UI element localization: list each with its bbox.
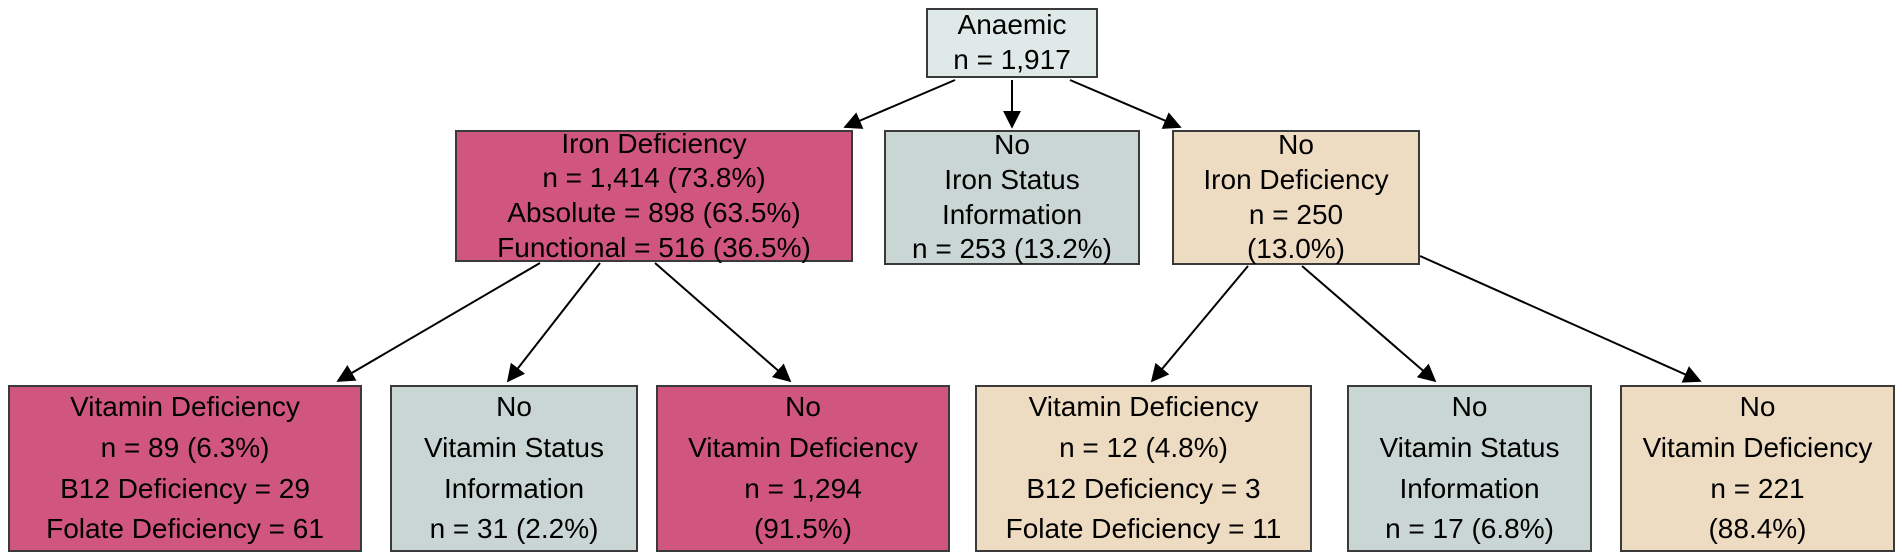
node-line: Vitamin Status [1379,431,1560,463]
arrow-noirondef-to-no-vitamin-status [1301,265,1437,383]
arrow-anaemic-to-iron-deficiency [843,79,956,129]
node-line: Vitamin Deficiency [688,431,918,463]
node-line: Vitamin Status [423,431,605,463]
node-line: Vitamin Deficiency [1642,431,1873,463]
arrow-noirondef-to-vitamin-deficiency [1150,265,1249,383]
arrow-irondef-to-no-vitamin-deficiency [654,262,792,383]
node-iron-deficiency-title: Iron Deficiency [561,127,747,159]
node-line: n = 12 (4.8%) [1059,431,1228,463]
node-anaemic: Anaemic n = 1,917 [926,8,1098,78]
node-line: Information [1399,472,1540,504]
node-line: No [1278,129,1314,161]
node-vitamin-deficiency-noirongroup: Vitamin Deficiency n = 12 (4.8%) B12 Def… [975,385,1312,552]
node-line: n = 1,294 [744,472,862,504]
node-line: n = 17 (6.8%) [1385,513,1554,545]
node-line: n = 221 [1710,472,1805,504]
node-anaemic-title: Anaemic [957,9,1067,41]
node-line: Vitamin Deficiency [1028,391,1259,423]
node-line: B12 Deficiency = 29 [60,472,310,504]
node-line: (91.5%) [753,513,853,545]
node-iron-deficiency-functional: Functional = 516 (36.5%) [497,231,811,263]
node-no-iron-status-information: No Iron Status Information n = 253 (13.2… [884,129,1140,265]
node-no-vitamin-deficiency-noirongroup: No Vitamin Deficiency n = 221 (88.4%) [1620,385,1895,552]
node-line: No [994,129,1030,161]
node-line: n = 89 (6.3%) [100,431,270,463]
node-line: No [785,391,821,423]
node-line: B12 Deficiency = 3 [1026,472,1261,504]
node-line: (88.4%) [1708,513,1807,545]
node-no-vitamin-deficiency-irongroup: No Vitamin Deficiency n = 1,294 (91.5%) [656,385,950,552]
arrow-irondef-to-vitamin-deficiency [336,262,541,382]
node-line: Information [443,472,585,504]
node-anaemic-count: n = 1,917 [953,44,1071,75]
node-no-iron-deficiency: No Iron Deficiency n = 250 (13.0%) [1172,129,1420,265]
node-no-iron-status-count: n = 253 (13.2%) [911,233,1113,265]
node-line: Vitamin Deficiency [70,391,300,423]
node-no-iron-deficiency-percent: (13.0%) [1246,233,1346,265]
node-line: Iron Status [944,163,1080,195]
node-iron-deficiency: Iron Deficiency n = 1,414 (73.8%) Absolu… [455,127,853,263]
node-vitamin-deficiency-irongroup: Vitamin Deficiency n = 89 (6.3%) B12 Def… [8,385,362,552]
node-no-iron-deficiency-count: n = 250 [1248,198,1344,230]
node-no-vitamin-status-irongroup: No Vitamin Status Information n = 31 (2.… [390,385,638,552]
node-line: No [496,391,532,423]
node-line: No [1451,391,1488,423]
node-line: Folate Deficiency = 61 [46,513,324,545]
arrow-anaemic-to-no-iron-deficiency [1069,79,1182,129]
node-line: Iron Deficiency [1203,163,1389,195]
node-line: n = 31 (2.2%) [429,513,599,545]
arrow-irondef-to-no-vitamin-status [506,262,601,383]
node-line: No [1739,391,1776,423]
node-line: Folate Deficiency = 11 [1005,513,1282,545]
node-iron-deficiency-absolute: Absolute = 898 (63.5%) [507,197,801,228]
node-line: Information [941,198,1083,230]
arrow-noirondef-to-no-vitamin-deficiency [1419,255,1702,383]
node-no-vitamin-status-noirongroup: No Vitamin Status Information n = 17 (6.… [1347,385,1592,552]
node-iron-deficiency-count: n = 1,414 (73.8%) [542,162,766,194]
